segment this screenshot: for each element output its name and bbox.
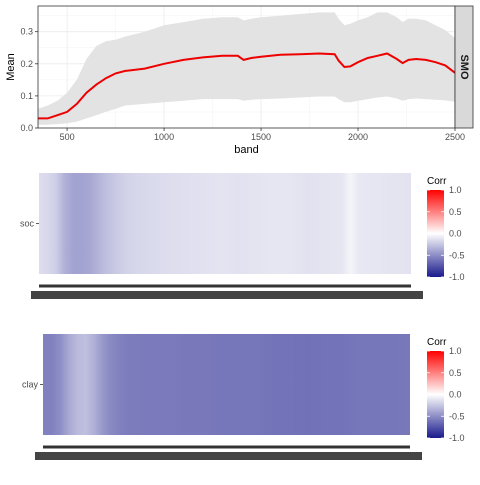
heatmap-strip (43, 334, 410, 435)
correlation-legend: Corr 1.0 0.5 0.0 -0.5 -1.0 (427, 176, 465, 282)
y-tick-label: 0.0 (20, 123, 33, 133)
legend-tick-label: 0.5 (449, 368, 462, 378)
legend-ticks: 1.0 0.5 0.0 -0.5 -1.0 (427, 185, 465, 282)
legend-colorbar (427, 351, 444, 438)
soc-correlation-heatmap: soc (20, 173, 423, 299)
correlation-legend: Corr 1.0 0.5 0.0 -0.5 -1.0 (427, 337, 465, 443)
x-tick-label: 2500 (445, 132, 465, 142)
y-tick-label: 0.2 (20, 59, 33, 69)
facet-strip (454, 5, 474, 129)
mean-line (38, 52, 456, 120)
legend-tick-label: 0.0 (449, 229, 462, 239)
x-tick-label: 1500 (251, 132, 271, 142)
legend-title: Corr (427, 176, 447, 187)
heatmap-strip (39, 173, 411, 274)
legend-colorbar (427, 190, 444, 277)
axis-ticks: 500 1000 1500 2000 2500 0.0 0.1 0.2 0.3 (20, 27, 465, 142)
y-tick-label: 0.3 (20, 27, 33, 37)
x-tick-label: 1000 (154, 132, 174, 142)
x-axis-label: band (234, 144, 258, 156)
x-tick-label: 2000 (348, 132, 368, 142)
overlapping-tick-labels (35, 452, 422, 460)
y-tick-label: 0.1 (20, 91, 33, 101)
legend-ticks: 1.0 0.5 0.0 -0.5 -1.0 (427, 346, 465, 443)
legend-tick-label: -1.0 (449, 272, 465, 282)
y-axis-label: Mean (5, 53, 17, 81)
legend-tick-label: -0.5 (449, 250, 465, 260)
x-tick-label: 500 (60, 132, 75, 142)
ribbon-band (38, 12, 455, 125)
x-tick-marks (31, 284, 423, 299)
row-label: soc (20, 219, 35, 229)
x-tick-marks (35, 445, 422, 460)
facet-strip-label: SMO (458, 54, 470, 80)
legend-title: Corr (427, 337, 447, 348)
clay-correlation-heatmap: clay (22, 334, 422, 460)
legend-tick-label: 1.0 (449, 185, 462, 195)
mean-spectrum-panel: SMO 500 1000 1500 2000 2500 0.0 0.1 0.2 0.3 Mean… (5, 5, 474, 156)
row-label: clay (22, 380, 39, 390)
legend-tick-label: 1.0 (449, 346, 462, 356)
legend-tick-label: 0.5 (449, 207, 462, 217)
legend-tick-label: 0.0 (449, 390, 462, 400)
legend-tick-label: -1.0 (449, 433, 465, 443)
legend-tick-label: -0.5 (449, 411, 465, 421)
overlapping-tick-labels (31, 291, 423, 299)
